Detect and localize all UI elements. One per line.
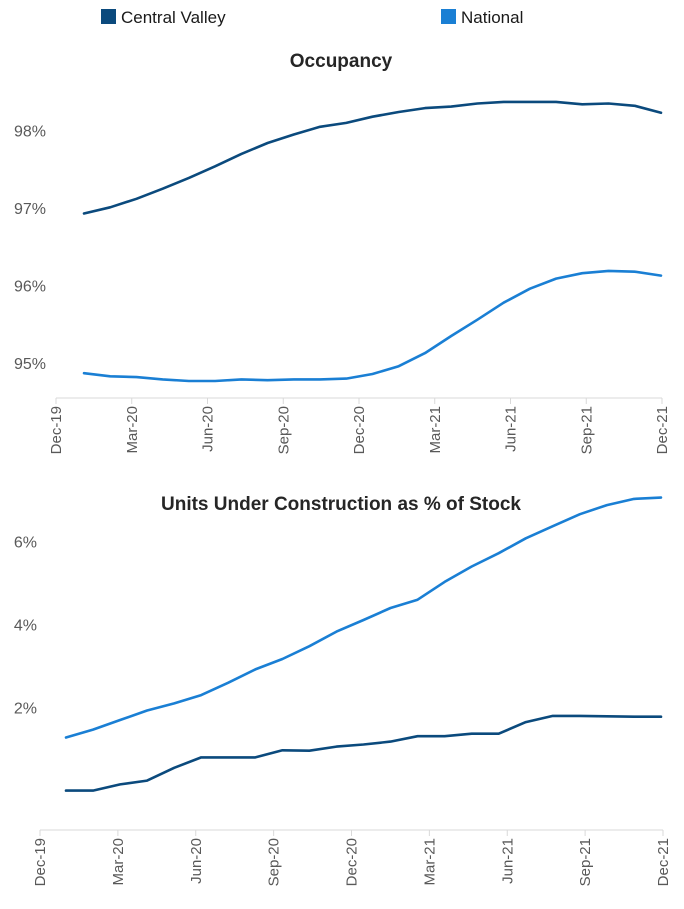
legend-label-national: National xyxy=(461,8,523,27)
occupancy-x-tick-label: Dec-20 xyxy=(351,406,368,454)
occupancy-x-tick-label: Dec-19 xyxy=(48,406,65,454)
construction-series-line-central-valley xyxy=(64,714,663,792)
occupancy-chart: Occupancy 95% 96% 97% 98% Dec-19 Mar-20 Jun-2… xyxy=(14,51,671,454)
construction-chart-title: Units Under Construction as % of Stock xyxy=(161,494,521,515)
legend-swatch-central-valley xyxy=(101,9,116,24)
construction-y-tick-label: 6% xyxy=(14,535,37,552)
construction-y-tick-label: 2% xyxy=(14,701,37,718)
occupancy-x-tick-label: Mar-21 xyxy=(427,406,444,454)
occupancy-y-axis: 95% 96% 97% 98% xyxy=(14,124,46,374)
legend-item-central-valley: Central Valley xyxy=(101,8,226,27)
construction-x-tick-label: Dec-21 xyxy=(655,838,672,886)
construction-x-tick-label: Jun-20 xyxy=(188,838,205,884)
occupancy-x-tick-label: Jun-20 xyxy=(200,406,217,452)
occupancy-x-tick-label: Mar-20 xyxy=(124,406,141,454)
occupancy-y-tick-label: 96% xyxy=(14,279,46,296)
construction-x-tick-label: Mar-21 xyxy=(421,838,438,886)
occupancy-x-tick-label: Sep-20 xyxy=(275,406,292,454)
occupancy-y-tick-label: 97% xyxy=(14,201,46,218)
occupancy-x-axis: Dec-19 Mar-20 Jun-20 Sep-20 Dec-20 Mar-21 Jun-… xyxy=(48,397,671,454)
construction-x-axis: Dec-19 Mar-20 Jun-20 Sep-20 Dec-20 Mar-21 Jun-… xyxy=(32,829,672,886)
occupancy-series-line-central-valley xyxy=(82,100,663,215)
legend: Central Valley National xyxy=(101,8,523,27)
occupancy-y-tick-label: 95% xyxy=(14,356,46,373)
construction-x-tick-label: Dec-20 xyxy=(344,838,361,886)
legend-label-central-valley: Central Valley xyxy=(121,8,226,27)
construction-x-tick-label: Sep-21 xyxy=(577,838,594,886)
occupancy-series xyxy=(82,100,663,383)
construction-y-axis: 2% 4% 6% xyxy=(14,535,37,718)
occupancy-series-line-national xyxy=(82,269,663,383)
construction-series xyxy=(64,496,663,792)
occupancy-x-tick-label: Sep-21 xyxy=(578,406,595,454)
legend-item-national: National xyxy=(441,8,523,27)
legend-swatch-national xyxy=(441,9,456,24)
construction-series-line-national xyxy=(64,496,663,739)
occupancy-chart-title: Occupancy xyxy=(290,51,393,72)
construction-x-tick-label: Mar-20 xyxy=(110,838,127,886)
construction-x-tick-label: Dec-19 xyxy=(32,838,49,886)
construction-x-tick-label: Sep-20 xyxy=(266,838,283,886)
construction-chart: Units Under Construction as % of Stock 2… xyxy=(14,494,672,886)
occupancy-x-tick-label: Jun-21 xyxy=(503,406,520,452)
occupancy-x-tick-label: Dec-21 xyxy=(654,406,671,454)
construction-y-tick-label: 4% xyxy=(14,618,37,635)
construction-x-tick-label: Jun-21 xyxy=(499,838,516,884)
occupancy-y-tick-label: 98% xyxy=(14,124,46,141)
